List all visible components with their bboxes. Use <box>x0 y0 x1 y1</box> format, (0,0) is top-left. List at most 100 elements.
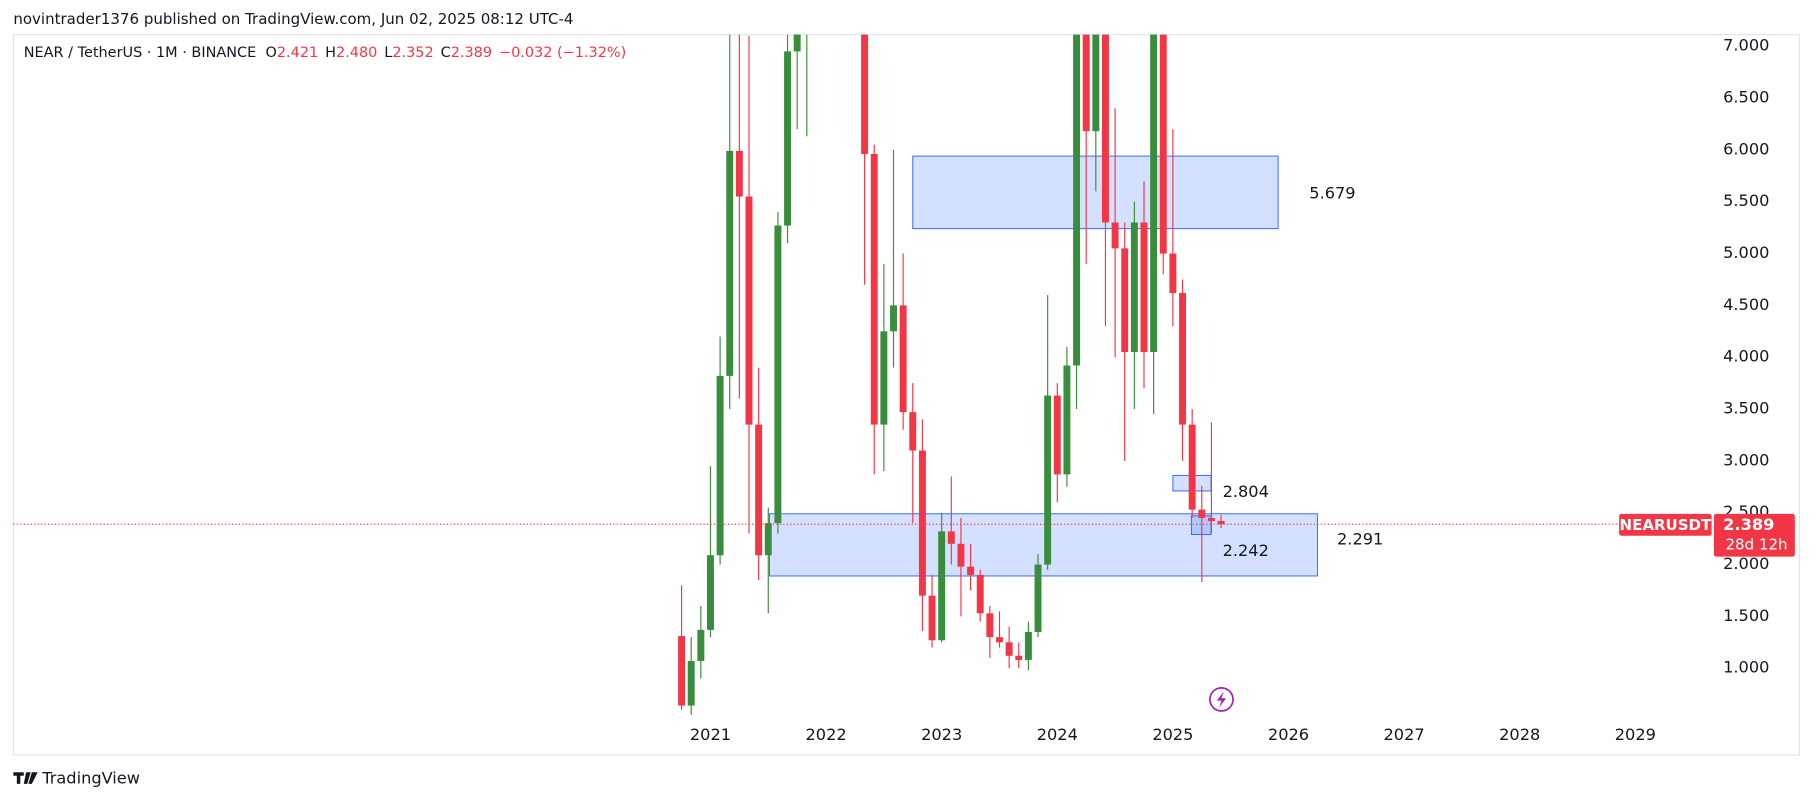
candle-body <box>899 305 907 413</box>
y-tick-label: 1.000 <box>1723 658 1769 677</box>
ticker-box <box>1619 513 1712 536</box>
x-tick-label: 2024 <box>1037 725 1078 744</box>
candle-body <box>967 566 975 575</box>
zone-label: 2.242 <box>1223 541 1269 560</box>
last-price: 2.389 <box>1723 515 1774 534</box>
plot-area <box>678 34 1318 715</box>
candle-body <box>957 543 965 567</box>
candle-body <box>890 305 897 332</box>
zone-label: 2.291 <box>1337 529 1383 548</box>
ticker: NEARUSDT <box>1620 516 1712 534</box>
candle-body <box>1101 34 1109 223</box>
candle-body <box>1198 509 1206 518</box>
candle-body <box>687 660 695 706</box>
event-icon <box>1209 686 1234 712</box>
x-tick-label: 2021 <box>690 725 731 744</box>
y-tick-label: 3.500 <box>1723 399 1769 418</box>
candle-body <box>1082 34 1090 132</box>
candle-body <box>793 34 801 52</box>
byline: novintrader1376 published on TradingView… <box>13 10 573 28</box>
price-box <box>1713 513 1795 557</box>
candle-body <box>1044 395 1052 565</box>
zone-label: 2.804 <box>1223 482 1269 501</box>
y-tick-label: 5.000 <box>1723 243 1769 262</box>
event-bolt <box>1216 691 1227 708</box>
candle-body <box>870 154 878 425</box>
chart-frame <box>12 34 1801 756</box>
x-tick-label: 2027 <box>1384 725 1425 744</box>
candle-body <box>1063 365 1071 475</box>
candle-body <box>774 225 782 524</box>
ohlc-value: 2.421 <box>277 45 318 61</box>
x-tick-label: 2028 <box>1499 725 1540 744</box>
candle-body <box>726 150 734 376</box>
x-tick-label: 2025 <box>1152 725 1193 744</box>
y-tick-label: 1.500 <box>1723 606 1769 625</box>
y-tick-label: 6.000 <box>1723 139 1769 158</box>
ohlc-key: C <box>441 45 451 61</box>
y-tick-label: 4.000 <box>1723 347 1769 366</box>
y-tick-label: 2.000 <box>1723 554 1769 573</box>
candle-body <box>1015 655 1023 660</box>
candle-body <box>1188 424 1196 510</box>
y-tick-label: 6.500 <box>1723 88 1769 107</box>
candle-body <box>764 523 772 556</box>
ohlc-key: H <box>325 45 336 61</box>
ohlc-key: O <box>266 45 277 61</box>
candle-body <box>947 531 955 544</box>
brand-logo <box>13 772 38 784</box>
candle-body <box>996 637 1003 643</box>
candle-body <box>678 636 686 706</box>
candle-body <box>861 34 869 155</box>
candle-body <box>745 196 753 425</box>
candle-body <box>1053 395 1061 475</box>
candle-body <box>1150 34 1158 353</box>
countdown: 28d 12h <box>1725 536 1787 554</box>
candle-body <box>1111 222 1119 249</box>
x-tick-label: 2022 <box>805 725 846 744</box>
candle-body <box>716 375 724 556</box>
candle-body <box>755 424 763 556</box>
ohlc-value: 2.389 <box>451 45 492 61</box>
ohlc-value: 2.352 <box>392 45 433 61</box>
candle-body <box>1207 517 1215 522</box>
candle-body <box>735 150 743 197</box>
candle-body <box>697 629 705 661</box>
candle-body <box>976 574 984 614</box>
candle-body <box>1217 520 1225 525</box>
candle-body <box>1169 253 1177 293</box>
candle-body <box>986 613 994 638</box>
candle-body <box>1092 34 1100 132</box>
candle-body <box>1073 34 1081 366</box>
candle-body <box>918 450 926 596</box>
change: −0.032 (−1.32%) <box>499 45 626 61</box>
overlay: 1.0001.5002.0002.5003.0003.5004.0004.500… <box>13 36 1795 744</box>
candle-body <box>880 331 888 425</box>
candle-body <box>928 595 936 641</box>
brand: TradingView <box>13 769 140 788</box>
candle-body <box>1159 34 1167 254</box>
zone-label: 5.679 <box>1309 184 1355 203</box>
x-tick-label: 2029 <box>1615 725 1656 744</box>
ohlc-key: L <box>384 45 392 61</box>
symbol: NEAR / TetherUS · 1M · BINANCE <box>24 45 257 61</box>
y-tick-label: 4.500 <box>1723 295 1769 314</box>
legend-text: NEAR / TetherUS · 1M · BINANCE O2.421 H2.4… <box>24 45 626 61</box>
y-tick-label: 3.000 <box>1723 450 1769 469</box>
candle-body <box>1034 564 1042 632</box>
y-tick-label: 5.500 <box>1723 191 1769 210</box>
candle-body <box>1121 248 1129 353</box>
y-tick-label: 7.000 <box>1723 36 1769 55</box>
candle-body <box>909 412 917 451</box>
candle-body <box>1179 292 1186 425</box>
x-tick-label: 2026 <box>1268 725 1309 744</box>
candle-body <box>938 531 946 641</box>
candle-body <box>1130 222 1138 353</box>
candle-body <box>707 555 714 630</box>
ohlc-value: 2.480 <box>336 45 377 61</box>
brand-name: TradingView <box>41 769 140 788</box>
candle-body <box>1005 642 1013 656</box>
